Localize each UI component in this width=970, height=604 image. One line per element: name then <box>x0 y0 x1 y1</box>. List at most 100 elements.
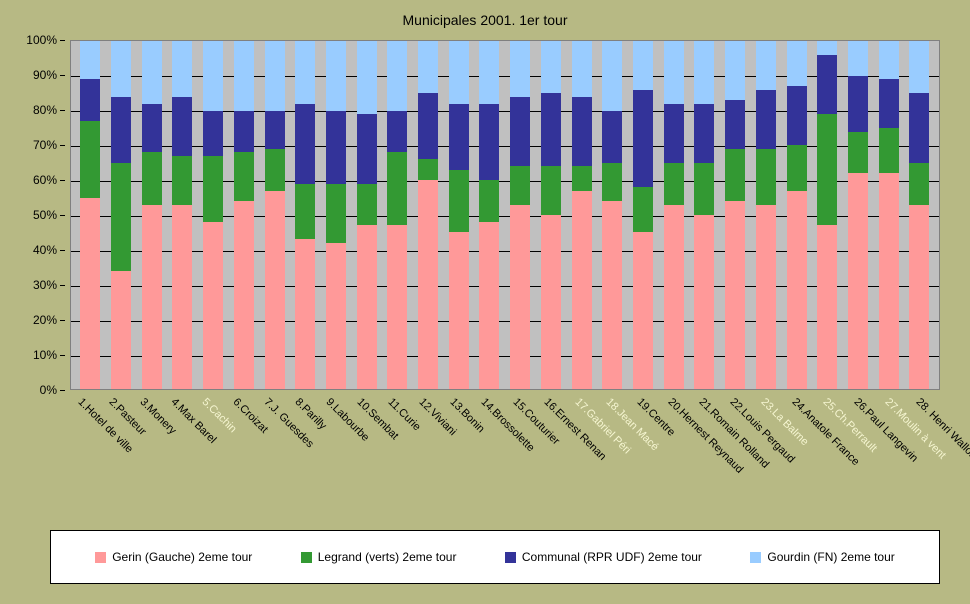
bar-stack <box>172 41 192 389</box>
bar-segment <box>234 41 254 111</box>
plot-area <box>70 40 940 390</box>
bar-segment <box>418 41 438 93</box>
bar-segment <box>295 104 315 184</box>
bar-segment <box>879 41 899 79</box>
legend-item: Legrand (verts) 2eme tour <box>301 550 457 564</box>
bar-segment <box>387 111 407 153</box>
bar-segment <box>541 93 561 166</box>
bar-segment <box>326 243 346 389</box>
bar-segment <box>80 79 100 121</box>
bar-segment <box>909 93 929 163</box>
bar-segment <box>633 187 653 232</box>
bar-stack <box>848 41 868 389</box>
bar-stack <box>479 41 499 389</box>
y-tick-label: 100% <box>26 33 57 47</box>
bar-segment <box>387 152 407 225</box>
bar-segment <box>787 86 807 145</box>
bar-segment <box>664 205 684 389</box>
bar-segment <box>234 201 254 389</box>
bar-segment <box>111 97 131 163</box>
y-tick-label: 0% <box>40 383 57 397</box>
bar-segment <box>234 111 254 153</box>
bar-segment <box>80 121 100 198</box>
bar-segment <box>909 163 929 205</box>
bar-segment <box>725 149 745 201</box>
bar-segment <box>142 205 162 389</box>
bar-stack <box>572 41 592 389</box>
bar-stack <box>80 41 100 389</box>
bar-segment <box>111 271 131 389</box>
bar-segment <box>879 79 899 128</box>
chart-title: Municipales 2001. 1er tour <box>0 12 970 28</box>
y-axis: 0%10%20%30%40%50%60%70%80%90%100% <box>0 40 65 390</box>
legend-item: Gerin (Gauche) 2eme tour <box>95 550 252 564</box>
bar-segment <box>817 41 837 55</box>
bar-segment <box>80 198 100 389</box>
bar-segment <box>572 41 592 97</box>
legend: Gerin (Gauche) 2eme tour Legrand (verts) … <box>50 530 940 584</box>
bar-segment <box>203 156 223 222</box>
bar-segment <box>357 41 377 114</box>
bar-segment <box>203 111 223 156</box>
legend-swatch <box>505 552 516 563</box>
bar-segment <box>602 111 622 163</box>
bar-segment <box>510 97 530 167</box>
bar-segment <box>326 41 346 111</box>
legend-swatch <box>750 552 761 563</box>
bar-segment <box>756 90 776 149</box>
bar-stack <box>418 41 438 389</box>
bar-segment <box>142 104 162 153</box>
bar-segment <box>756 41 776 90</box>
legend-label: Legrand (verts) 2eme tour <box>318 550 457 564</box>
bar-segment <box>848 76 868 132</box>
bar-segment <box>449 104 469 170</box>
bar-segment <box>295 184 315 240</box>
bar-segment <box>479 180 499 222</box>
bar-segment <box>848 132 868 174</box>
bar-segment <box>787 41 807 86</box>
bar-segment <box>664 41 684 104</box>
bar-segment <box>879 128 899 173</box>
bar-stack <box>602 41 622 389</box>
bar-stack <box>234 41 254 389</box>
bar-segment <box>510 166 530 204</box>
bar-segment <box>449 170 469 233</box>
bar-segment <box>541 215 561 389</box>
y-tick-label: 30% <box>33 278 57 292</box>
y-tick-label: 90% <box>33 68 57 82</box>
bar-segment <box>694 41 714 104</box>
bar-segment <box>326 111 346 184</box>
bar-stack <box>787 41 807 389</box>
y-tick-label: 50% <box>33 208 57 222</box>
bar-segment <box>633 41 653 90</box>
x-tick-label: 25.Ch.Perrault <box>821 396 880 455</box>
bar-segment <box>357 225 377 389</box>
bar-segment <box>479 104 499 181</box>
bar-segment <box>295 239 315 389</box>
bar-segment <box>572 97 592 167</box>
chart-container: Municipales 2001. 1er tour 0%10%20%30%40… <box>0 0 970 604</box>
bar-segment <box>633 232 653 389</box>
bar-stack <box>879 41 899 389</box>
y-tick-label: 10% <box>33 348 57 362</box>
bar-segment <box>541 166 561 215</box>
bar-segment <box>172 205 192 389</box>
bar-segment <box>510 205 530 389</box>
bar-stack <box>387 41 407 389</box>
bar-segment <box>80 41 100 79</box>
bar-segment <box>265 111 285 149</box>
bar-stack <box>449 41 469 389</box>
bar-segment <box>725 41 745 100</box>
bar-segment <box>111 41 131 97</box>
bar-segment <box>418 180 438 389</box>
bar-segment <box>602 163 622 201</box>
bar-segment <box>326 184 346 243</box>
y-tick-label: 70% <box>33 138 57 152</box>
bar-segment <box>725 201 745 389</box>
legend-swatch <box>301 552 312 563</box>
bar-segment <box>479 41 499 104</box>
bar-segment <box>172 97 192 156</box>
legend-label: Gourdin (FN) 2eme tour <box>767 550 894 564</box>
bar-segment <box>142 41 162 104</box>
legend-item: Gourdin (FN) 2eme tour <box>750 550 894 564</box>
